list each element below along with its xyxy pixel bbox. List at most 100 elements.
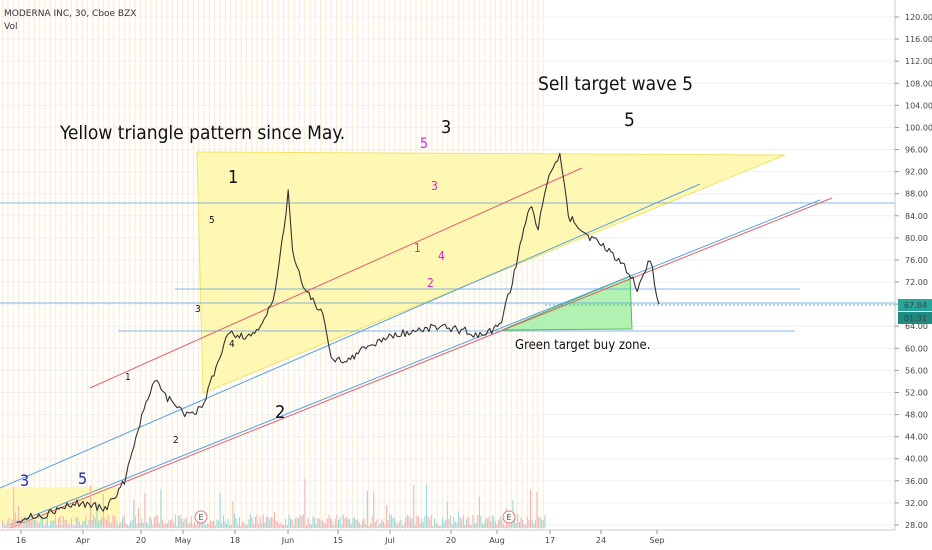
volume-bar: [115, 520, 117, 528]
volume-bar: [229, 524, 231, 528]
volume-bar: [278, 524, 280, 528]
volume-bar: [333, 525, 335, 528]
session-stripe: [92, 0, 94, 530]
x-tick-label: 16: [16, 536, 26, 545]
volume-bar: [491, 515, 493, 528]
x-tick-label: Jul: [384, 536, 395, 545]
volume-bar: [474, 523, 476, 528]
session-stripe: [70, 0, 73, 530]
volume-bar: [176, 525, 178, 528]
volume-bar: [8, 518, 10, 528]
y-tick-label: 116.00: [905, 35, 932, 44]
trend-line-red-upper[interactable]: [89, 167, 583, 389]
volume-bar: [488, 516, 490, 528]
x-tick-label: 20: [446, 536, 456, 545]
session-stripe: [532, 0, 534, 530]
volume-bar: [138, 507, 140, 528]
volume-bar: [309, 523, 311, 528]
volume-bar: [82, 522, 84, 528]
volume-bar: [163, 524, 165, 528]
volume-bar: [277, 521, 279, 528]
trend-line-red-lower[interactable]: [9, 197, 833, 529]
volume-bar: [501, 518, 503, 528]
volume-bar: [178, 515, 180, 528]
volume-bar: [330, 518, 332, 528]
triangle-pattern-note: Yellow triangle pattern since May.: [59, 122, 345, 144]
volume-bar: [64, 520, 66, 528]
x-tick-label: 24: [596, 536, 606, 545]
volume-bar: [421, 518, 423, 528]
earnings-marker[interactable]: [502, 510, 516, 524]
x-tick-label: Jun: [281, 536, 295, 545]
volume-bar: [398, 521, 400, 528]
volume-bar: [45, 523, 47, 528]
volume-bar: [62, 516, 64, 528]
volume-bar: [142, 522, 144, 528]
volume-bar: [262, 514, 264, 528]
volume-bar: [520, 517, 522, 528]
wave-small-2: 2: [173, 435, 179, 446]
volume-bar: [541, 519, 543, 528]
volume-bar: [146, 521, 148, 528]
session-stripe: [49, 0, 51, 530]
countdown-label: 01:31: [904, 314, 927, 323]
sell-target-wave-5: 5: [624, 109, 635, 131]
volume-bar: [379, 523, 381, 528]
volume-bar: [454, 521, 456, 528]
volume-bar: [75, 517, 77, 528]
volume-bar: [67, 523, 69, 528]
volume-bar: [298, 518, 300, 528]
volume-bar: [230, 524, 232, 528]
wave-2-big: 2: [275, 402, 285, 423]
volume-bar: [32, 514, 34, 528]
volume-bar: [466, 519, 468, 528]
volume-bar: [227, 518, 229, 528]
volume-bar: [2, 520, 4, 528]
volume-bar: [523, 523, 525, 528]
volume-bar: [418, 516, 420, 528]
x-tick-label: Sep: [649, 536, 664, 545]
price-line[interactable]: [16, 152, 660, 524]
trend-line-blue-upper[interactable]: [0, 183, 701, 489]
volume-bar: [526, 516, 528, 528]
volume-bar: [400, 519, 402, 528]
volume-indicator-label[interactable]: Vol: [4, 22, 18, 32]
volume-bar: [70, 518, 72, 528]
volume-bar: [86, 524, 88, 528]
volume-bar: [518, 522, 520, 528]
volume-bar: [322, 519, 324, 528]
wave-magenta-2: 2: [427, 276, 434, 290]
volume-bar: [66, 520, 68, 528]
wave-magenta-4: 4: [438, 249, 445, 263]
volume-bar: [347, 519, 349, 528]
volume-bar: [294, 518, 296, 528]
volume-bar: [338, 519, 340, 528]
volume-bar: [141, 518, 143, 528]
session-stripe: [123, 0, 126, 530]
earnings-marker[interactable]: [194, 510, 208, 524]
y-tick-label: 88.00: [905, 190, 928, 199]
session-stripe: [12, 0, 14, 530]
y-tick-label: 80.00: [905, 234, 928, 243]
session-stripe: [176, 0, 179, 530]
volume-bar: [203, 520, 205, 528]
volume-bar: [165, 523, 167, 528]
wave-5-left: 5: [78, 469, 87, 488]
volume-bar: [405, 518, 407, 528]
volume-bar: [517, 514, 519, 528]
trend-line-blue-lower[interactable]: [9, 199, 821, 526]
volume-bar: [272, 517, 274, 528]
y-tick-label: 44.00: [905, 433, 928, 442]
earnings-label: E: [506, 513, 511, 522]
session-stripe: [39, 0, 41, 530]
volume-bar: [235, 518, 237, 528]
session-stripe: [33, 0, 35, 530]
volume-bar: [99, 519, 101, 528]
volume-bar: [435, 523, 437, 528]
volume-bar: [446, 501, 448, 528]
session-stripe: [166, 0, 168, 530]
volume-bar: [461, 519, 463, 528]
volume-bar: [56, 524, 58, 528]
volume-bar: [445, 519, 447, 528]
